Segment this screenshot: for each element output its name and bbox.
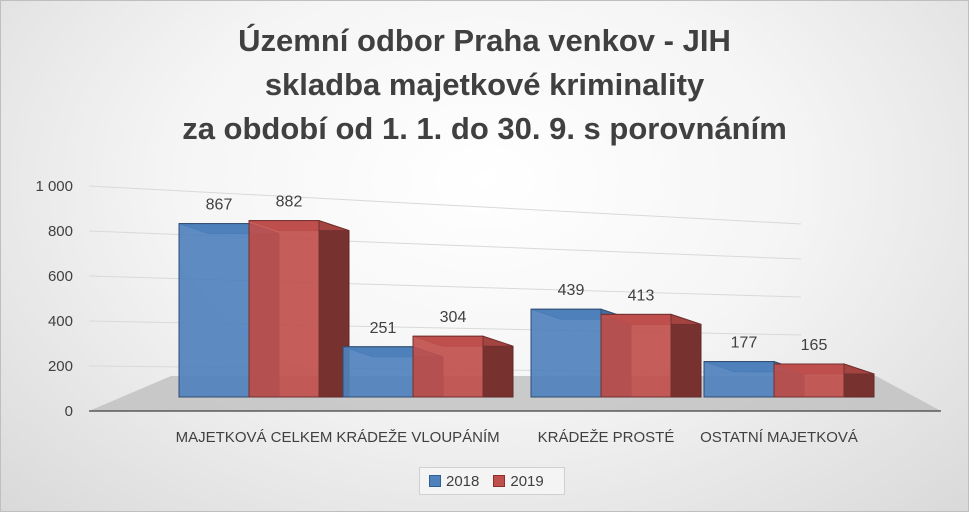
legend-item-2018: 2018 [429, 473, 479, 490]
bar-2019 [773, 363, 845, 398]
data-label: 165 [801, 337, 828, 354]
y-tick-label: 800 [48, 223, 73, 240]
bar-2018 [178, 223, 250, 398]
data-label: 867 [206, 197, 233, 214]
y-tick-label: 600 [48, 268, 73, 285]
x-tick-label: OSTATNÍ MAJETKOVÁ [700, 429, 858, 446]
y-tick-label: 200 [48, 358, 73, 375]
data-label: 439 [558, 282, 585, 299]
legend-swatch-2018 [429, 475, 441, 487]
y-tick-label: 400 [48, 313, 73, 330]
data-label: 251 [370, 320, 397, 337]
bar-2019 [600, 313, 672, 398]
bar-2019 [412, 335, 484, 398]
x-tick-label: KRÁDEŽE VLOUPÁNÍM [336, 429, 499, 446]
bar-2018 [530, 308, 602, 398]
legend: 2018 2019 [419, 467, 565, 495]
x-tick-label: MAJETKOVÁ CELKEM [176, 429, 333, 446]
legend-item-2019: 2019 [493, 472, 544, 490]
legend-label-2018: 2018 [446, 472, 480, 490]
data-label: 304 [440, 309, 467, 326]
y-tick-label: 0 [65, 403, 73, 420]
title-line-3: za období od 1. 1. do 30. 9. s porovnání… [182, 111, 787, 146]
bar-2018 [342, 346, 414, 398]
data-label: 177 [731, 335, 758, 352]
title-line-1: Územní odbor Praha venkov - JIH [238, 23, 731, 58]
data-label: 413 [628, 287, 655, 304]
chart-title: Územní odbor Praha venkov - JIH skladba … [1, 19, 968, 151]
y-tick-label: 1 000 [35, 178, 73, 195]
title-line-2: skladba majetkové kriminality [264, 67, 705, 102]
data-label: 882 [276, 194, 303, 211]
x-tick-label: KRÁDEŽE PROSTÉ [538, 429, 675, 446]
legend-label-2019: 2019 [510, 472, 544, 490]
bar-side-2019 [670, 313, 702, 398]
bar-2019 [248, 220, 320, 398]
legend-swatch-2019 [493, 475, 506, 487]
bar-2018 [703, 361, 775, 398]
gridline [88, 185, 802, 225]
